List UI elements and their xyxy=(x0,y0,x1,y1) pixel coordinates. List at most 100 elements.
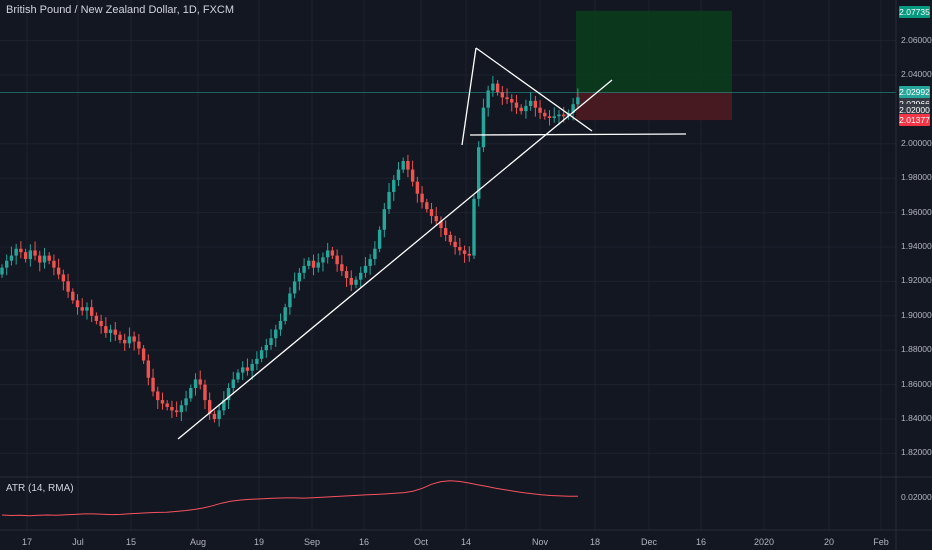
candle-body xyxy=(514,102,519,108)
time-axis-label: Nov xyxy=(531,537,549,547)
candle-body xyxy=(481,107,486,148)
candle xyxy=(179,400,184,422)
price-axis-label: 1.86000 xyxy=(901,378,932,389)
price-axis-label: 1.84000 xyxy=(901,413,932,423)
candle xyxy=(61,269,66,291)
candle xyxy=(533,95,538,117)
candle-body xyxy=(38,255,42,263)
price-tag: 2.01377 xyxy=(899,114,930,126)
chart-grid xyxy=(0,0,896,530)
candle-body xyxy=(259,350,264,359)
candle-body xyxy=(538,107,542,113)
candle xyxy=(241,361,245,381)
candle xyxy=(94,312,99,325)
candle xyxy=(396,162,401,187)
atr-label: ATR (14, RMA) xyxy=(6,483,74,494)
candle-body xyxy=(75,300,80,308)
candle xyxy=(174,401,179,417)
candle-body xyxy=(99,320,103,327)
candle xyxy=(557,109,561,126)
candle xyxy=(207,392,212,421)
time-axis-label: Oct xyxy=(413,537,429,547)
candle-body xyxy=(477,147,481,199)
candle-body xyxy=(42,255,47,263)
candle xyxy=(510,94,514,112)
candle-body xyxy=(486,90,490,108)
candle-body xyxy=(425,202,429,210)
candle-body xyxy=(250,363,254,371)
candle xyxy=(524,99,528,119)
candle xyxy=(123,333,127,351)
candle xyxy=(377,226,382,253)
candle-body xyxy=(141,348,146,361)
time-axis-label: 15 xyxy=(125,537,137,547)
candle xyxy=(217,404,221,427)
candle-body xyxy=(184,398,188,406)
candle-body xyxy=(382,209,387,230)
candle xyxy=(38,250,42,272)
candle xyxy=(292,272,297,299)
candle-body xyxy=(264,345,269,351)
candle-body xyxy=(387,191,391,210)
candle xyxy=(269,329,273,350)
candle-body xyxy=(335,255,339,265)
candle xyxy=(420,186,424,209)
candle-body xyxy=(524,105,528,112)
candle xyxy=(56,258,61,280)
candle xyxy=(486,85,490,117)
candle-body xyxy=(33,250,37,256)
candle xyxy=(85,302,89,320)
candle xyxy=(330,247,335,260)
candle xyxy=(462,245,467,263)
candle xyxy=(458,238,462,256)
candle-body xyxy=(325,250,330,258)
candle-body xyxy=(85,307,89,311)
candle-body xyxy=(217,410,221,419)
candle-body xyxy=(448,234,453,242)
candle-body xyxy=(231,379,235,389)
candle-body xyxy=(500,92,505,98)
candle xyxy=(250,359,254,380)
candle-body xyxy=(368,259,372,266)
candle-body xyxy=(458,247,462,251)
time-axis-label: Aug xyxy=(189,537,207,547)
candle-body xyxy=(561,114,566,117)
candle-body xyxy=(236,372,240,380)
candle-body xyxy=(66,281,70,292)
candle xyxy=(448,231,453,246)
pennant-upper-line xyxy=(475,47,593,132)
candle xyxy=(519,104,523,115)
candle xyxy=(245,358,250,376)
candle xyxy=(302,258,306,279)
candle xyxy=(9,246,14,266)
candle xyxy=(113,321,117,341)
time-axis-label: 18 xyxy=(589,537,601,547)
candle-body xyxy=(52,260,56,268)
candle-body xyxy=(207,400,212,414)
candle-body xyxy=(302,265,306,273)
candle xyxy=(19,241,23,259)
candle xyxy=(387,183,391,214)
candle xyxy=(165,400,169,411)
candle xyxy=(288,287,292,315)
candle xyxy=(255,351,259,371)
candle-body xyxy=(373,248,377,260)
candle xyxy=(453,235,457,255)
price-axis-label: 1.94000 xyxy=(901,241,932,251)
candle-body xyxy=(429,209,434,217)
candle xyxy=(392,175,396,201)
candle-body xyxy=(203,384,207,401)
price-axis-label: 1.92000 xyxy=(901,275,932,286)
candle xyxy=(226,383,231,410)
candle xyxy=(23,248,28,263)
time-axis-label: 20 xyxy=(823,537,835,547)
candle xyxy=(472,195,476,260)
candle xyxy=(170,400,174,418)
price-axis-label: 2.00000 xyxy=(901,137,932,148)
candle xyxy=(0,264,4,278)
candle-body xyxy=(0,267,4,275)
candle xyxy=(264,338,269,358)
candle-body xyxy=(443,228,448,235)
